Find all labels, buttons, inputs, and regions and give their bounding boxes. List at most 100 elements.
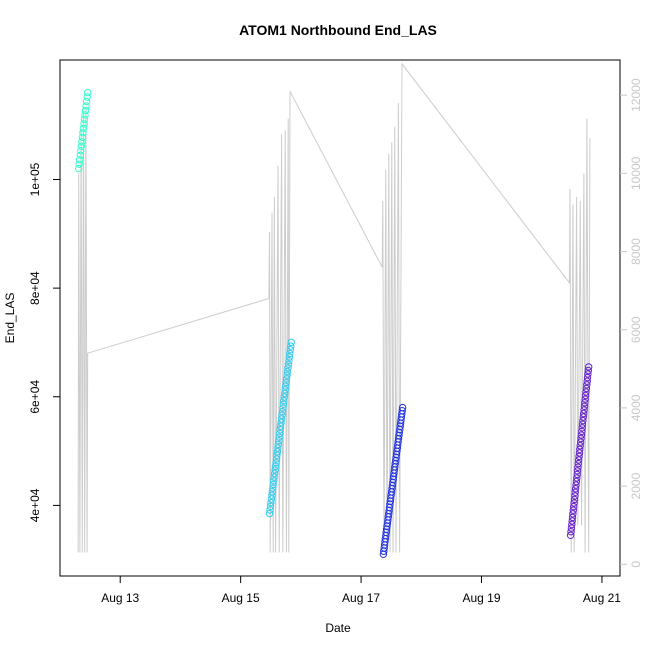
data-point xyxy=(398,403,407,412)
data-point xyxy=(81,106,90,115)
data-point xyxy=(276,429,284,438)
plot-frame xyxy=(59,59,621,577)
x-tick-label: Aug 19 xyxy=(462,591,500,605)
y-right-tick-label: 6000 xyxy=(629,316,643,343)
data-point xyxy=(269,484,277,492)
data-point xyxy=(571,492,579,500)
data-point xyxy=(583,373,592,382)
data-point xyxy=(278,411,286,419)
data-point xyxy=(268,488,276,496)
data-point xyxy=(578,420,587,428)
data-point xyxy=(78,138,86,146)
data-point xyxy=(571,488,579,496)
data-point xyxy=(576,445,584,453)
data-point xyxy=(271,462,280,470)
data-point xyxy=(281,386,289,394)
data-point xyxy=(77,147,85,155)
data-point xyxy=(274,444,282,452)
data-point xyxy=(582,388,590,396)
y-right-tick-label: 8000 xyxy=(629,238,643,265)
data-point xyxy=(270,473,278,481)
data-point xyxy=(568,520,576,529)
data-point xyxy=(273,448,282,456)
data-point xyxy=(82,102,90,110)
data-point xyxy=(265,509,274,518)
data-point xyxy=(284,360,293,368)
data-point xyxy=(581,399,589,407)
data-point xyxy=(578,427,586,436)
data-point xyxy=(270,477,278,485)
data-point xyxy=(267,498,275,507)
data-point xyxy=(573,470,581,479)
x-tick-label: Aug 17 xyxy=(342,591,380,605)
line-series-path xyxy=(77,62,591,553)
data-point xyxy=(275,437,283,445)
data-point xyxy=(279,404,287,412)
data-point xyxy=(80,115,89,124)
data-point xyxy=(571,485,580,493)
data-point xyxy=(575,456,583,464)
data-point xyxy=(76,151,85,159)
y-right-tick-label: 0 xyxy=(629,561,643,568)
data-point xyxy=(279,400,288,408)
data-point xyxy=(574,459,582,468)
data-point xyxy=(266,506,274,514)
x-axis-label: Date xyxy=(325,621,351,635)
data-point xyxy=(272,455,281,463)
data-point xyxy=(75,160,83,168)
data-point xyxy=(272,458,280,467)
data-point xyxy=(270,469,279,478)
data-point xyxy=(81,111,89,119)
data-point xyxy=(278,407,287,416)
data-point xyxy=(281,389,289,398)
data-point xyxy=(569,506,577,514)
data-point xyxy=(578,424,586,432)
data-point xyxy=(282,375,291,383)
data-point xyxy=(268,491,276,499)
data-point xyxy=(287,342,295,350)
data-point xyxy=(266,502,275,510)
data-point xyxy=(573,467,582,475)
data-point xyxy=(577,431,586,439)
data-point xyxy=(76,156,84,164)
data-point xyxy=(568,513,577,522)
data-point xyxy=(576,442,584,450)
data-point xyxy=(579,416,587,425)
data-point xyxy=(274,440,282,449)
scatter-points xyxy=(75,88,593,558)
chart-title: ATOM1 Northbound End_LAS xyxy=(239,22,437,38)
data-point xyxy=(282,378,290,387)
data-point xyxy=(568,517,576,525)
data-point xyxy=(80,120,88,128)
data-point xyxy=(282,382,290,390)
data-point xyxy=(580,409,588,418)
y-axis-left: 4e+04 6e+04 8e+04 1e+05 xyxy=(28,162,60,522)
data-point xyxy=(267,495,276,503)
data-point xyxy=(83,93,91,101)
data-point xyxy=(574,463,582,471)
data-point xyxy=(572,481,580,489)
data-point xyxy=(269,480,277,489)
data-point xyxy=(583,381,591,389)
data-point xyxy=(285,353,294,361)
data-point xyxy=(277,415,286,423)
data-point xyxy=(577,434,585,443)
data-point xyxy=(276,422,285,430)
data-point xyxy=(567,528,575,536)
data-point xyxy=(570,502,578,511)
line-series xyxy=(77,62,591,553)
y-left-tick-label: 8e+04 xyxy=(28,271,42,305)
data-point xyxy=(79,124,88,133)
data-point xyxy=(398,407,406,415)
data-point xyxy=(283,367,292,376)
x-tick-label: Aug 15 xyxy=(222,591,260,605)
data-point xyxy=(277,418,285,427)
data-point xyxy=(75,164,83,173)
data-point xyxy=(584,370,592,378)
data-point xyxy=(286,346,294,354)
data-point xyxy=(570,495,579,504)
x-axis: Aug 13 Aug 15 Aug 17 Aug 19 Aug 21 xyxy=(101,576,621,605)
data-point xyxy=(566,531,575,539)
data-point xyxy=(286,349,294,358)
data-point xyxy=(582,384,591,393)
